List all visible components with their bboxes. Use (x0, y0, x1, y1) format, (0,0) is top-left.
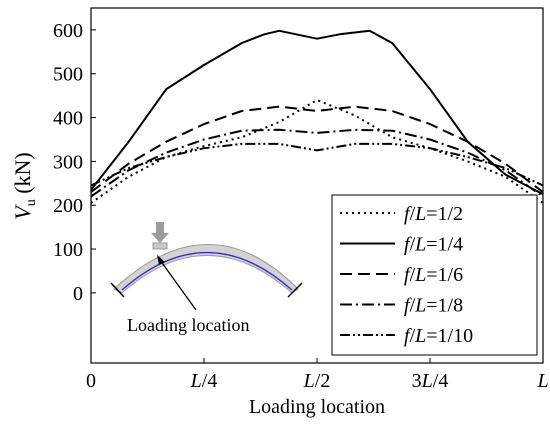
load-arrow-head (151, 233, 169, 243)
right-support (287, 282, 303, 298)
axis-ticks (90, 29, 544, 363)
y-axis-label: Vu (kN) (10, 152, 39, 220)
y-axis-label-unit: (kN) (10, 152, 35, 199)
load-pad (152, 242, 168, 250)
legend-label-4: f/L=1/8 (404, 295, 463, 317)
x-tick-label-1: L/4 (190, 370, 218, 392)
series-line-4 (90, 128, 544, 198)
left-support (110, 282, 125, 298)
legend-label-3: f/L=1/6 (404, 264, 463, 286)
series-line-2 (90, 29, 544, 196)
series-line-5 (90, 142, 544, 187)
inset-label: Loading location (127, 315, 249, 335)
legend-label-1: f/L=1/2 (404, 203, 463, 225)
y-axis-label-sub: u (24, 199, 39, 206)
y-tick-label-1: 100 (53, 239, 83, 261)
y-tick-labels: 0 100 200 300 400 500 600 (53, 20, 83, 305)
series-line-3 (90, 105, 544, 193)
x-tick-label-4: L (536, 370, 548, 392)
legend: f/L=1/2 f/L=1/4 f/L=1/6 f/L=1/8 f/L=1/10 (331, 194, 538, 356)
y-tick-label-3: 300 (53, 151, 83, 173)
y-tick-label-0: 0 (73, 283, 83, 305)
arch-reinforcement-line (121, 252, 293, 291)
inset-arch-diagram: Loading location (110, 222, 303, 335)
x-axis-label: Loading location (249, 396, 385, 418)
x-tick-label-3: 3L/4 (412, 370, 449, 392)
legend-label-2: f/L=1/4 (404, 234, 463, 256)
series-group (90, 29, 544, 204)
pointer-arrow-head (157, 255, 165, 265)
load-arrow-shaft (156, 222, 164, 234)
x-tick-label-0: 0 (86, 370, 96, 392)
x-tick-labels: 0 L/4 L/2 3L/4 L (86, 370, 549, 392)
y-tick-label-2: 200 (53, 195, 83, 217)
y-tick-label-4: 400 (53, 108, 83, 130)
y-tick-label-5: 500 (53, 64, 83, 86)
y-axis-label-group: Vu (kN) (10, 152, 39, 220)
pointer-line (159, 259, 197, 311)
y-axis-label-main: V (10, 204, 35, 220)
x-tick-label-2: L/2 (303, 370, 331, 392)
series-line-1 (90, 99, 544, 204)
y-tick-label-6: 600 (53, 20, 83, 42)
arch-body (113, 244, 299, 294)
legend-label-5: f/L=1/10 (404, 325, 473, 347)
